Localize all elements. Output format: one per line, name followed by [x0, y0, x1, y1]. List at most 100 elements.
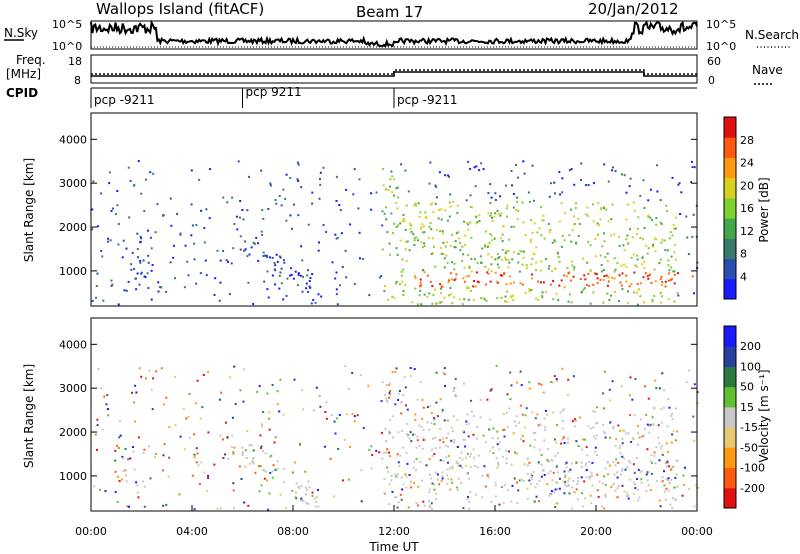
echo-point — [219, 507, 222, 510]
echo-point — [415, 204, 418, 207]
echo-point — [606, 292, 609, 295]
echo-point — [627, 242, 629, 245]
echo-point — [187, 274, 190, 277]
echo-point — [100, 250, 103, 252]
echo-point — [553, 240, 556, 243]
echo-point — [568, 234, 571, 237]
echo-point — [118, 436, 121, 439]
echo-point — [672, 496, 674, 499]
echo-point — [659, 258, 662, 261]
echo-point — [424, 438, 427, 441]
echo-point — [250, 444, 253, 446]
echo-point — [663, 470, 665, 473]
echo-point — [400, 163, 403, 166]
echo-point — [483, 298, 486, 301]
echo-point — [649, 489, 652, 491]
echo-point — [237, 160, 240, 163]
echo-point — [476, 437, 478, 440]
echo-point — [347, 478, 350, 481]
echo-point — [459, 481, 462, 484]
y-tick-label: 4000 — [59, 338, 87, 351]
echo-point — [556, 471, 559, 474]
echo-point — [557, 256, 560, 259]
echo-point — [664, 498, 667, 501]
echo-point — [231, 196, 234, 199]
echo-point — [469, 221, 472, 224]
echo-point — [185, 417, 188, 420]
echo-point — [667, 477, 670, 480]
echo-point — [302, 408, 305, 411]
echo-point — [489, 232, 492, 235]
echo-point — [675, 459, 678, 462]
echo-point — [388, 392, 391, 395]
echo-point — [500, 486, 503, 488]
echo-point — [643, 227, 646, 229]
echo-point — [614, 268, 617, 271]
echo-point — [214, 277, 217, 280]
y-tick-label: 3000 — [59, 177, 87, 190]
echo-point — [587, 240, 590, 243]
echo-point — [206, 490, 209, 493]
echo-point — [396, 253, 399, 256]
echo-point — [130, 263, 132, 266]
echo-point — [505, 258, 508, 261]
colorbar-tick-label: 4 — [740, 270, 747, 283]
colorbar-swatch — [724, 447, 736, 469]
echo-point — [396, 186, 399, 189]
echo-point — [649, 188, 652, 191]
echo-point — [670, 255, 673, 258]
echo-point — [660, 222, 663, 225]
echo-point — [219, 259, 222, 262]
echo-point — [344, 365, 347, 368]
echo-point — [570, 168, 573, 171]
echo-point — [135, 288, 138, 291]
echo-point — [459, 457, 461, 459]
echo-point — [260, 169, 263, 172]
echo-point — [97, 368, 100, 371]
echo-point — [517, 252, 520, 255]
echo-point — [204, 259, 207, 262]
echo-point — [291, 227, 293, 230]
echo-point — [439, 446, 442, 449]
echo-point — [470, 270, 473, 273]
echo-point — [162, 454, 165, 457]
echo-point — [174, 376, 176, 378]
echo-point — [248, 444, 251, 447]
echo-point — [654, 280, 657, 283]
echo-point — [530, 478, 533, 481]
nave-tick-bottom: 0 — [708, 74, 715, 87]
echo-point — [295, 482, 298, 485]
echo-point — [465, 456, 468, 459]
echo-point — [561, 234, 564, 237]
echo-point — [412, 460, 415, 463]
echo-point — [637, 425, 639, 428]
echo-point — [606, 260, 609, 263]
echo-point — [446, 261, 449, 264]
echo-point — [563, 442, 566, 444]
echo-point — [467, 160, 470, 163]
echo-point — [643, 260, 646, 263]
echo-point — [389, 178, 392, 181]
x-tick-label: 12:00 — [378, 525, 410, 538]
echo-point — [436, 415, 439, 418]
echo-point — [567, 378, 570, 381]
echo-point — [125, 480, 128, 483]
echo-point — [623, 457, 626, 460]
echo-point — [509, 371, 512, 374]
echo-point — [138, 283, 141, 286]
echo-point — [666, 460, 669, 463]
echo-point — [414, 418, 417, 421]
echo-point — [476, 221, 479, 224]
echo-point — [261, 425, 263, 428]
echo-point — [680, 191, 683, 194]
echo-point — [413, 239, 416, 242]
echo-point — [405, 259, 408, 262]
freq-label-line1: Freq. — [16, 53, 46, 67]
echo-point — [487, 268, 490, 271]
echo-point — [592, 435, 595, 438]
echo-point — [114, 449, 117, 452]
echo-point — [401, 446, 404, 449]
echo-point — [506, 425, 509, 428]
echo-point — [96, 448, 98, 451]
